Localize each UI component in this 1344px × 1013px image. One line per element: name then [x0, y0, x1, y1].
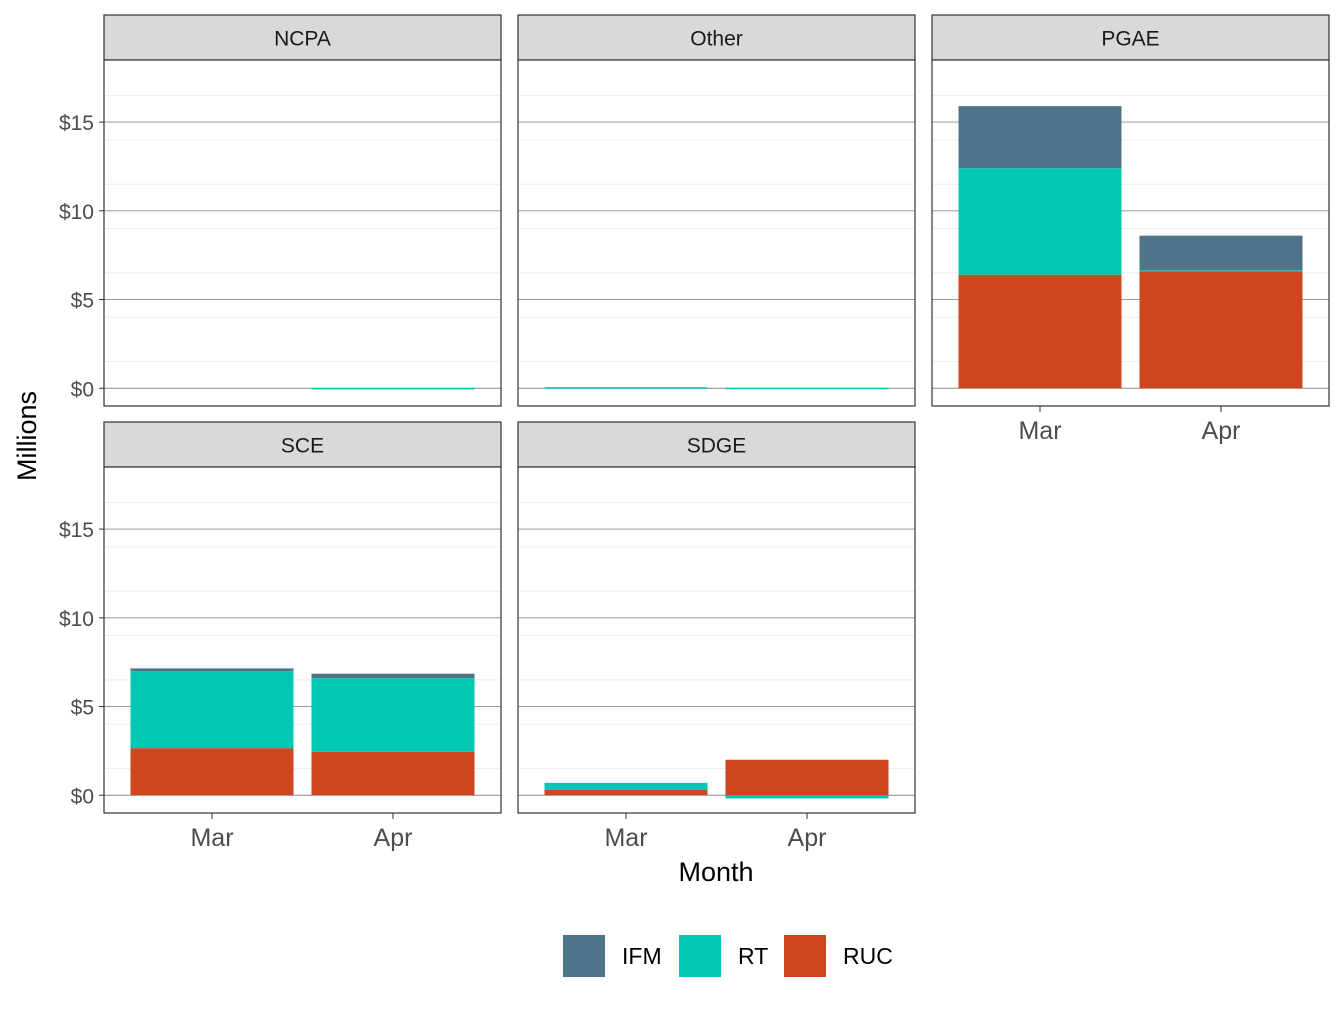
- y-tick-label: $0: [71, 378, 94, 401]
- bar-rt-apr: [1139, 270, 1303, 272]
- bar-rt-apr: [311, 678, 475, 752]
- facet-strip: [103, 14, 502, 61]
- facet-panel-other: Other: [517, 14, 916, 407]
- bar-rt-apr: [311, 387, 475, 390]
- x-tick-label: Mar: [604, 824, 647, 852]
- legend-label-ruc: RUC: [843, 943, 893, 969]
- x-tick-label: Mar: [1018, 417, 1061, 445]
- bar-ruc-apr: [725, 759, 889, 796]
- facet-strip: [517, 421, 916, 468]
- legend-key-rt: [679, 935, 721, 977]
- panel-background: [518, 467, 915, 813]
- bar-ruc-apr: [1139, 271, 1303, 389]
- facet-panel-sce: SCE $0 $5 $10 $15 Mar Apr: [59, 421, 502, 852]
- facet-strip: [931, 14, 1330, 61]
- x-axis-title: Month: [678, 857, 753, 887]
- bar-ifm-apr: [311, 673, 475, 679]
- chart-panels: NCPA $0 $5 $10 $15 Other PGAE Mar Apr SCE $0 $5 $10 $…: [59, 14, 1330, 852]
- bar-rt-mar: [130, 671, 294, 749]
- panel-border: [517, 466, 916, 814]
- y-tick-label: $0: [71, 785, 94, 808]
- x-tick-label: Mar: [190, 824, 233, 852]
- panel-border: [517, 59, 916, 407]
- y-tick-label: $5: [71, 290, 94, 313]
- bar-ruc-mar: [544, 789, 708, 796]
- facet-strip-label: Other: [690, 28, 743, 51]
- y-axis-title: Millions: [12, 391, 42, 481]
- y-tick-label: $5: [71, 697, 94, 720]
- facet-strip-label: SCE: [281, 435, 324, 458]
- facet-panel-sdge: SDGE Mar Apr: [517, 421, 916, 852]
- bar-ifm-apr: [1139, 235, 1303, 271]
- bar-ruc-mar: [958, 274, 1122, 389]
- facet-strip-label: PGAE: [1101, 28, 1159, 51]
- legend-key-ifm: [563, 935, 605, 977]
- x-tick-label: Apr: [374, 824, 413, 852]
- y-tick-label: $15: [59, 519, 94, 542]
- legend-key-ruc: [784, 935, 826, 977]
- bar-rt-mar: [958, 168, 1122, 275]
- panel-border: [103, 59, 502, 407]
- bar-rt-mar: [544, 387, 708, 389]
- panel-border: [103, 466, 502, 814]
- y-tick-label: $15: [59, 112, 94, 135]
- bar-rt-apr: [725, 795, 889, 799]
- y-tick-label: $10: [59, 608, 94, 631]
- panel-background: [104, 60, 501, 406]
- facet-panel-pgae: PGAE Mar Apr: [931, 14, 1330, 445]
- y-tick-label: $10: [59, 201, 94, 224]
- facet-strip: [103, 421, 502, 468]
- legend-label-rt: RT: [738, 943, 768, 969]
- facet-strip-label: SDGE: [687, 435, 747, 458]
- bar-ifm-mar: [130, 668, 294, 672]
- facet-panel-ncpa: NCPA $0 $5 $10 $15: [59, 14, 502, 407]
- legend: IFM RT RUC: [563, 935, 893, 977]
- panel-background: [518, 60, 915, 406]
- x-tick-label: Apr: [788, 824, 827, 852]
- facet-strip-label: NCPA: [274, 28, 331, 51]
- bar-rt-mar: [544, 782, 708, 790]
- bar-rt-apr: [725, 387, 889, 390]
- bar-ruc-mar: [130, 748, 294, 796]
- panel-border: [931, 59, 1330, 407]
- bar-ifm-mar: [958, 106, 1122, 169]
- legend-label-ifm: IFM: [622, 943, 662, 969]
- facet-strip: [517, 14, 916, 61]
- x-tick-label: Apr: [1202, 417, 1241, 445]
- bar-ruc-apr: [311, 751, 475, 796]
